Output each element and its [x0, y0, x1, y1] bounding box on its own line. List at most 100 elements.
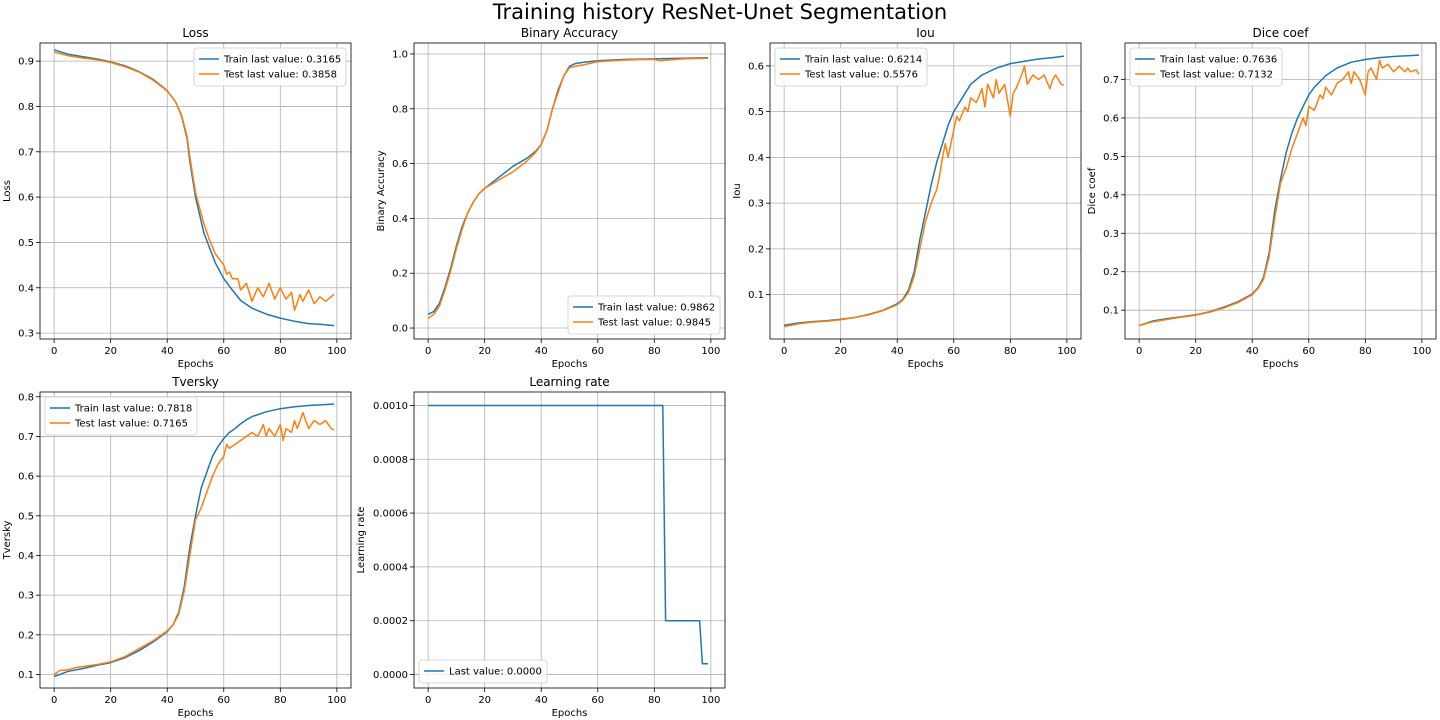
y-tick-label: 0.4: [18, 283, 34, 294]
x-axis-label: Epochs: [1263, 359, 1299, 370]
x-tick-label: 60: [591, 695, 604, 706]
x-tick-label: 100: [327, 695, 346, 706]
subplot: 0 20 40 60 80 100 0.0000 0.0002 0.0004 0.0006 0.00…: [356, 375, 726, 719]
subplot-title: Loss: [182, 26, 208, 40]
series-line: [427, 56, 709, 315]
axes-frame: [413, 42, 726, 340]
y-tick-label: 0.7: [1103, 75, 1119, 86]
y-axis-label: Binary Accuracy: [376, 150, 387, 231]
y-tick-label: 0.3: [18, 591, 34, 602]
series-line: [783, 55, 1065, 327]
y-tick-label: 0.0004: [373, 562, 408, 573]
y-tick-label: 0.1: [748, 290, 764, 301]
x-tick-label: 20: [478, 346, 491, 357]
subplot-title: Tversky: [171, 375, 219, 389]
y-tick-label: 0.5: [18, 511, 34, 522]
y-tick-label: 0.2: [18, 630, 34, 641]
axes-frame: [39, 42, 352, 340]
legend-label: Test last value: 0.3858: [223, 70, 337, 81]
legend-label: Test last value: 0.7132: [1159, 70, 1273, 81]
x-tick-label: 100: [1412, 346, 1431, 357]
series-line: [53, 411, 335, 676]
y-tick-label: 0.0008: [373, 455, 408, 466]
x-tick-label: 20: [834, 346, 847, 357]
y-tick-label: 1.0: [392, 49, 408, 60]
subplot: 0 20 40 60 80 100 0.1 0.2 0.3 0.4 0.5 0.6 Iou Epochs I…: [732, 26, 1082, 370]
y-tick-label: 0.5: [18, 238, 34, 249]
x-tick-label: 80: [1359, 346, 1372, 357]
y-tick-label: 0.2: [392, 269, 408, 280]
x-tick-label: 40: [891, 346, 904, 357]
y-tick-label: 0.3: [748, 199, 764, 210]
subplot: 0 20 40 60 80 100 0.1 0.2 0.3 0.4 0.5 0.6 0.7 0.8 Tver…: [2, 375, 352, 719]
y-tick-label: 0.0000: [373, 670, 408, 681]
legend-label: Last value: 0.0000: [449, 667, 542, 678]
axes-frame: [39, 391, 352, 689]
x-tick-label: 100: [1057, 346, 1076, 357]
y-tick-label: 0.8: [18, 392, 34, 403]
y-tick-label: 0.8: [392, 104, 408, 115]
y-tick-label: 0.0002: [373, 616, 408, 627]
x-tick-label: 40: [161, 346, 174, 357]
x-axis-label: Epochs: [552, 708, 588, 719]
y-tick-label: 0.7: [18, 147, 34, 158]
x-tick-label: 100: [701, 695, 720, 706]
x-tick-label: 40: [535, 695, 548, 706]
y-tick-label: 0.0006: [373, 509, 408, 520]
x-tick-label: 100: [327, 346, 346, 357]
legend: Train last value: 0.3165 Test last value:…: [193, 47, 347, 87]
y-tick-label: 0.4: [748, 153, 764, 164]
series-line: [783, 65, 1065, 328]
legend-frame: [567, 295, 721, 335]
legend: Last value: 0.0000: [418, 659, 548, 684]
x-tick-label: 0: [51, 695, 57, 706]
legend-frame: [418, 659, 548, 684]
subplot-title: Iou: [916, 26, 935, 40]
subplot-title: Learning rate: [529, 375, 609, 389]
y-tick-label: 0.8: [18, 102, 34, 113]
y-tick-label: 0.5: [1103, 152, 1119, 163]
x-tick-label: 20: [104, 346, 117, 357]
x-tick-label: 60: [217, 346, 230, 357]
legend: Train last value: 0.7818 Test last value:…: [44, 396, 198, 436]
x-tick-label: 40: [1246, 346, 1259, 357]
x-tick-label: 100: [701, 346, 720, 357]
y-tick-label: 0.1: [18, 670, 34, 681]
legend: Train last value: 0.7636 Test last value:…: [1129, 47, 1283, 87]
y-tick-label: 0.6: [18, 472, 34, 483]
x-tick-label: 60: [591, 346, 604, 357]
legend-frame: [1129, 47, 1283, 87]
y-axis-label: Learning rate: [356, 507, 367, 574]
x-tick-label: 80: [648, 346, 661, 357]
y-tick-label: 0.7: [18, 432, 34, 443]
y-tick-label: 0.0: [392, 324, 408, 335]
x-tick-label: 60: [217, 695, 230, 706]
y-tick-label: 0.4: [1103, 190, 1119, 201]
x-tick-label: 0: [425, 346, 431, 357]
series-line: [53, 51, 335, 312]
series-line: [428, 404, 708, 665]
legend-label: Train last value: 0.3165: [223, 55, 341, 66]
subplot: 0 20 40 60 80 100 0.1 0.2 0.3 0.4 0.5 0.6 0.7 Dice co…: [1087, 26, 1437, 370]
x-tick-label: 20: [478, 695, 491, 706]
x-tick-label: 0: [781, 346, 787, 357]
y-tick-label: 0.6: [748, 61, 764, 72]
legend: Train last value: 0.6214 Test last value:…: [774, 47, 928, 87]
y-tick-label: 0.1: [1103, 306, 1119, 317]
x-tick-label: 0: [51, 346, 57, 357]
x-tick-label: 40: [535, 346, 548, 357]
figure-suptitle: Training history ResNet-Unet Segmentatio…: [492, 0, 948, 24]
y-axis-label: Tversky: [2, 520, 13, 560]
y-tick-label: 0.4: [18, 551, 34, 562]
subplot: 0 20 40 60 80 100 0.0 0.2 0.4 0.6 0.8 1.0 Binary Acc…: [376, 26, 726, 370]
y-tick-label: 0.6: [1103, 113, 1119, 124]
y-axis-label: Dice coef: [1087, 167, 1098, 214]
y-tick-label: 0.9: [18, 57, 34, 68]
legend: Train last value: 0.9862 Test last value:…: [567, 295, 721, 335]
y-tick-label: 0.3: [18, 329, 34, 340]
y-axis-label: Loss: [2, 180, 13, 202]
legend-label: Train last value: 0.7818: [74, 404, 192, 415]
y-tick-label: 0.4: [392, 214, 408, 225]
x-axis-label: Epochs: [908, 359, 944, 370]
y-tick-label: 0.3: [1103, 229, 1119, 240]
